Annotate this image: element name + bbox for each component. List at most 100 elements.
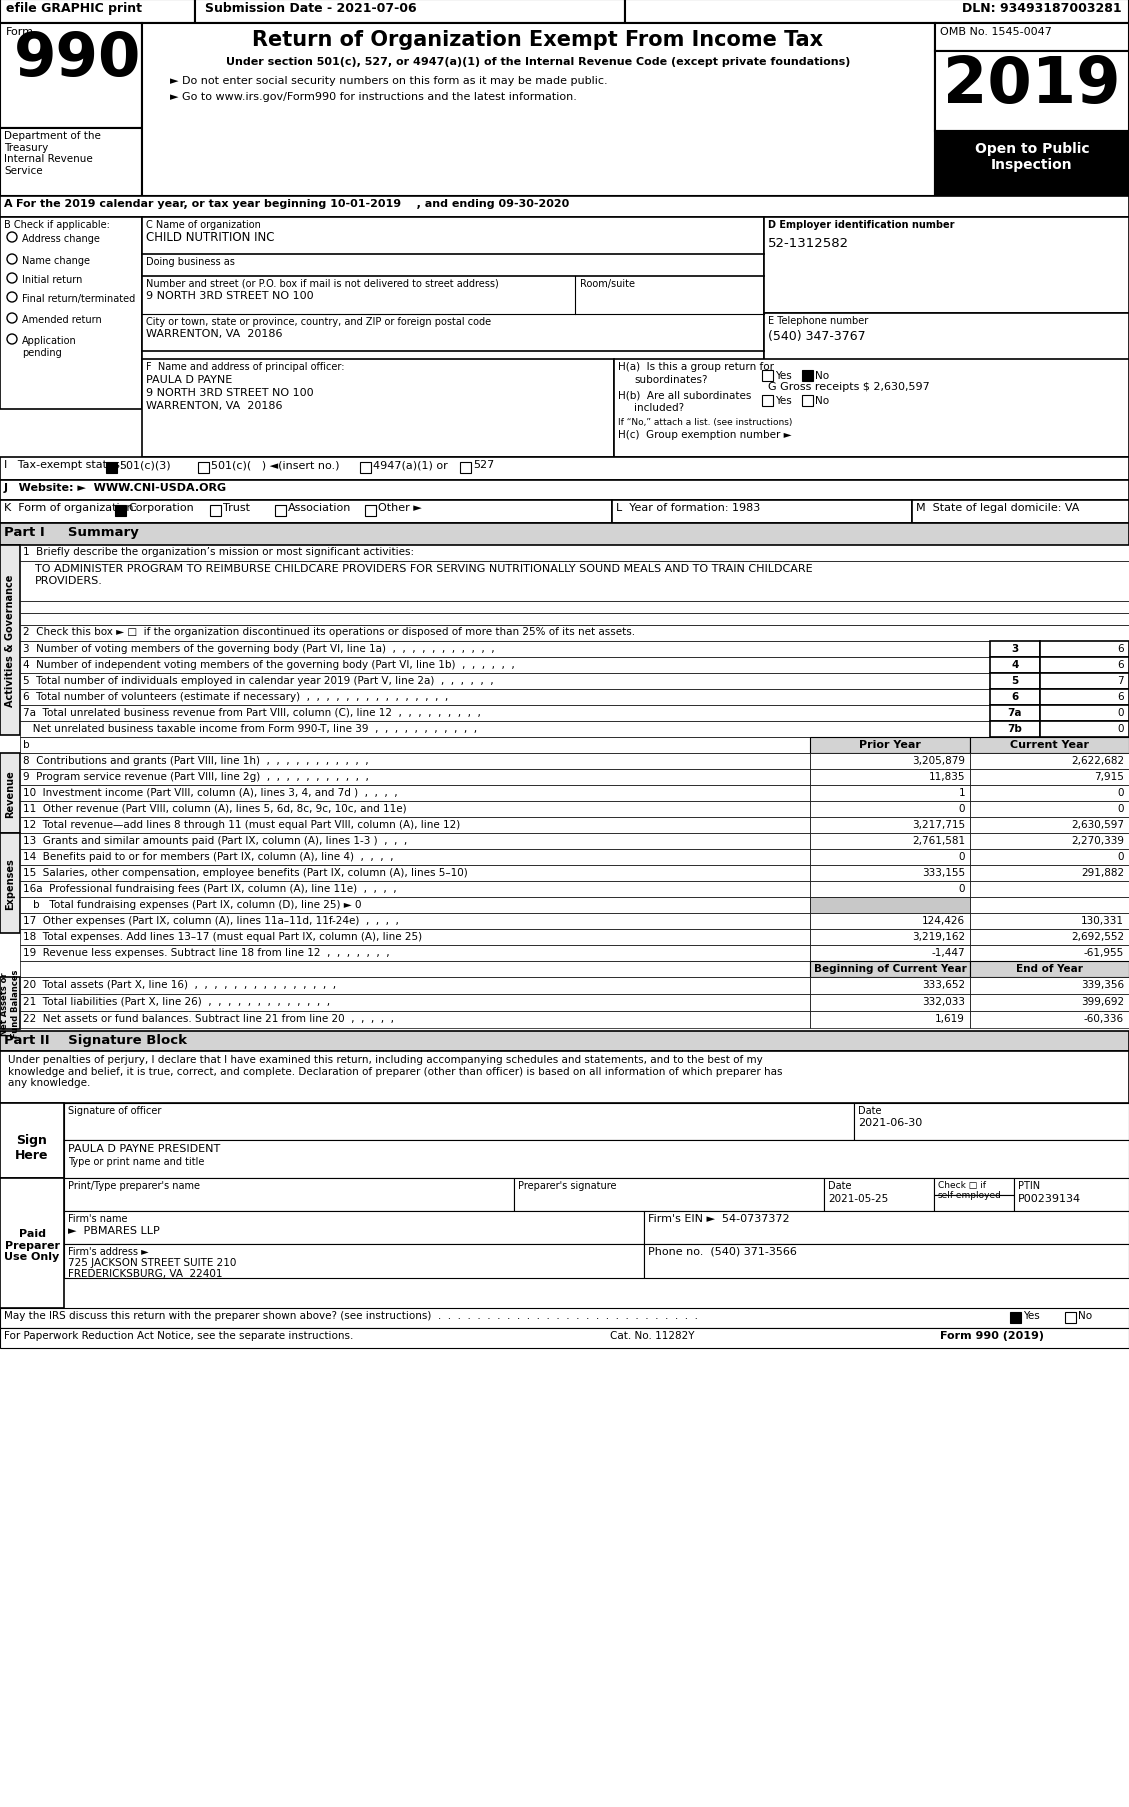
Bar [970,802,1129,817]
Text: b: b [23,739,29,750]
Bar [20,1012,809,1028]
Bar [0,219,142,410]
Bar [0,481,1129,501]
Bar [990,658,1040,674]
Text: Under section 501(c), 527, or 4947(a)(1) of the Internal Revenue Code (except pr: Under section 501(c), 527, or 4947(a)(1)… [226,58,850,67]
Bar [802,370,813,381]
Bar [20,705,990,721]
Bar [970,737,1129,754]
Bar [809,833,970,849]
Text: 9  Program service revenue (Part VIII, line 2g)  ,  ,  ,  ,  ,  ,  ,  ,  ,  ,  ,: 9 Program service revenue (Part VIII, li… [23,772,369,782]
Text: 339,356: 339,356 [1080,979,1124,990]
Bar [20,914,809,929]
Bar [970,866,1129,882]
Text: 20  Total assets (Part X, line 16)  ,  ,  ,  ,  ,  ,  ,  ,  ,  ,  ,  ,  ,  ,  ,: 20 Total assets (Part X, line 16) , , , … [23,979,336,990]
Bar [20,602,1129,614]
Bar [970,994,1129,1012]
Text: 0: 0 [959,884,965,893]
Text: 3  Number of voting members of the governing body (Part VI, line 1a)  ,  ,  ,  ,: 3 Number of voting members of the govern… [23,643,495,654]
Bar [1065,1312,1076,1323]
Text: ►  PBMARES LLP: ► PBMARES LLP [68,1225,159,1236]
Text: G Gross receipts $ 2,630,597: G Gross receipts $ 2,630,597 [768,381,930,392]
Text: H(a)  Is this a group return for: H(a) Is this a group return for [618,361,774,372]
Text: 7: 7 [1118,676,1124,685]
Circle shape [7,255,17,266]
Bar [990,705,1040,721]
Bar [20,625,1129,641]
Text: -60,336: -60,336 [1084,1014,1124,1023]
Text: F  Name and address of principal officer:: F Name and address of principal officer: [146,361,344,372]
Bar [0,1104,64,1178]
Text: 2,761,581: 2,761,581 [912,835,965,846]
Bar [970,898,1129,914]
Bar [20,978,809,994]
Bar [64,1104,854,1140]
Text: 990: 990 [14,31,141,89]
Bar [20,994,809,1012]
Bar [142,219,764,410]
Text: 291,882: 291,882 [1080,867,1124,878]
Text: Part I     Summary: Part I Summary [5,526,139,538]
Bar [809,802,970,817]
Bar [0,754,20,833]
Text: 3: 3 [1012,643,1018,654]
Bar [460,463,471,473]
Bar [970,770,1129,786]
Bar [970,961,1129,978]
Text: Association: Association [288,502,351,513]
Bar [106,463,117,473]
Text: 2  Check this box ► □  if the organization discontinued its operations or dispos: 2 Check this box ► □ if the organization… [23,627,636,636]
Bar [809,866,970,882]
Text: Initial return: Initial return [21,275,82,286]
Text: 10  Investment income (Part VIII, column (A), lines 3, 4, and 7d )  ,  ,  ,  ,: 10 Investment income (Part VIII, column … [23,788,397,797]
Bar [64,1178,514,1211]
Circle shape [7,314,17,323]
Bar [970,849,1129,866]
Text: Type or print name and title: Type or print name and title [68,1156,204,1166]
Text: 333,155: 333,155 [922,867,965,878]
Text: 15  Salaries, other compensation, employee benefits (Part IX, column (A), lines : 15 Salaries, other compensation, employe… [23,867,467,878]
Bar [20,614,1129,625]
Text: No: No [815,370,829,381]
Bar [195,0,625,23]
Text: Department of the
Treasury
Internal Revenue
Service: Department of the Treasury Internal Reve… [5,130,100,175]
Text: 725 JACKSON STREET SUITE 210: 725 JACKSON STREET SUITE 210 [68,1258,236,1267]
Text: 2021-05-25: 2021-05-25 [828,1193,889,1203]
Text: Doing business as: Doing business as [146,257,235,267]
Text: 7,915: 7,915 [1094,772,1124,782]
Bar [210,506,221,517]
Text: 0: 0 [1118,788,1124,797]
Text: Date: Date [858,1106,882,1115]
Text: 18  Total expenses. Add lines 13–17 (must equal Part IX, column (A), line 25): 18 Total expenses. Add lines 13–17 (must… [23,931,422,941]
Bar [970,978,1129,994]
Bar [20,770,809,786]
Bar [0,1052,1129,1104]
Bar [612,501,912,524]
Bar [625,0,1129,23]
Text: 8  Contributions and grants (Part VIII, line 1h)  ,  ,  ,  ,  ,  ,  ,  ,  ,  ,  : 8 Contributions and grants (Part VIII, l… [23,755,369,766]
Text: WARRENTON, VA  20186: WARRENTON, VA 20186 [146,401,282,410]
Bar [764,219,1129,314]
Bar [934,1196,1014,1211]
Text: Yes: Yes [774,396,791,407]
Bar [1040,641,1129,658]
Text: Firm's address ►: Firm's address ► [68,1247,149,1256]
Bar [970,929,1129,945]
Text: 1,619: 1,619 [935,1014,965,1023]
Text: 2019: 2019 [943,54,1121,116]
Text: 0: 0 [959,804,965,813]
Text: Final return/terminated: Final return/terminated [21,295,135,304]
Bar [644,1245,1129,1278]
Text: Open to Public
Inspection: Open to Public Inspection [974,143,1089,172]
Bar [20,754,809,770]
Bar [0,501,612,524]
Bar [764,314,1129,378]
Bar [970,1012,1129,1028]
Text: Firm's name: Firm's name [68,1212,128,1223]
Text: Name change: Name change [21,257,90,266]
Text: Trust: Trust [224,502,250,513]
Text: May the IRS discuss this return with the preparer shown above? (see instructions: May the IRS discuss this return with the… [5,1310,698,1321]
Bar [934,1178,1014,1196]
Text: 333,652: 333,652 [922,979,965,990]
Bar [935,132,1129,197]
